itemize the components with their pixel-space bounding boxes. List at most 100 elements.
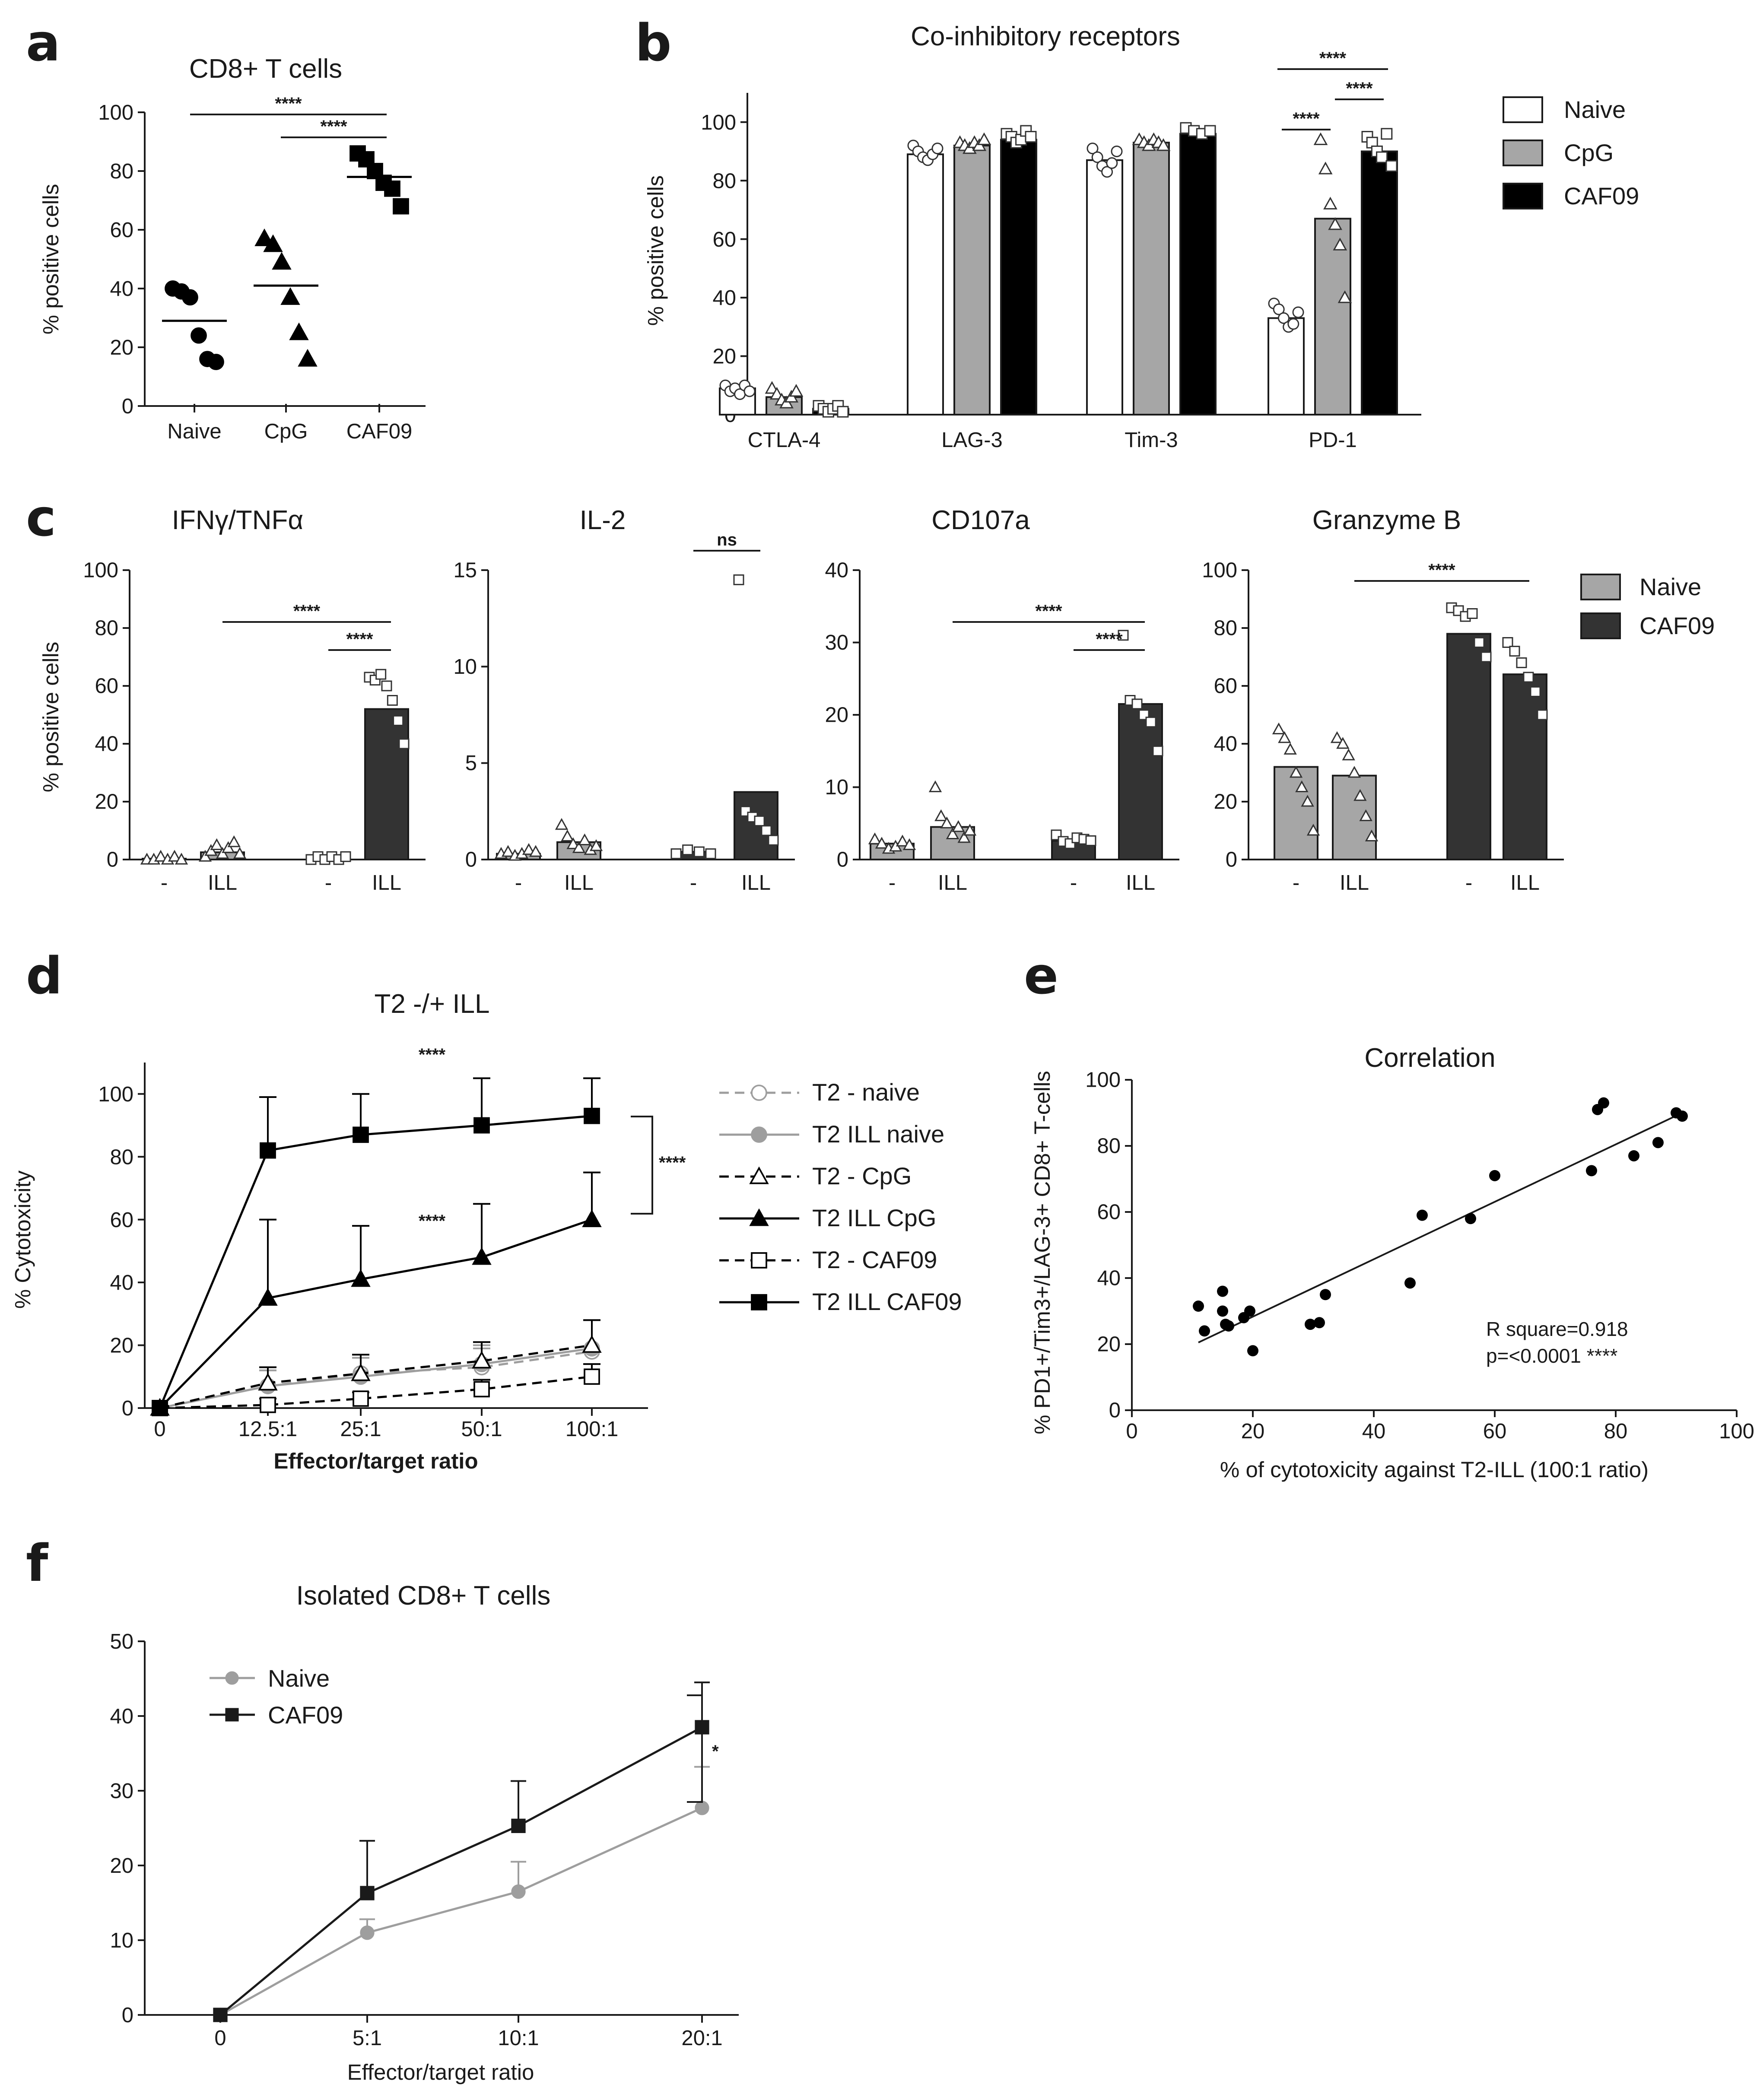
panel-d-legend-t2-naive-marker: [751, 1085, 767, 1101]
panel-c1-y-tick-label: 20: [95, 790, 118, 813]
panel-b-legend-swatch-caf09: [1503, 183, 1543, 209]
panel-c4-point: [1353, 789, 1367, 801]
panel-d-legend-t2-ill-naive-marker: [751, 1126, 767, 1143]
panel-a-point-cpg: [263, 234, 283, 252]
panel-f-y-tick-label: 30: [110, 1780, 133, 1803]
panel-c4-point: [1480, 651, 1492, 663]
panel-c4-y-tick-label: 100: [1202, 558, 1237, 582]
panel-e-point: [1244, 1305, 1255, 1317]
panel-b-point-naive: [1292, 306, 1304, 318]
panel-b-bar-naive: [1086, 159, 1123, 416]
panel-b-point-naive: [1287, 318, 1299, 330]
panel-c4-sig-0-label: ****: [1428, 561, 1455, 580]
panel-a-x-tick-label: CpG: [264, 420, 308, 443]
panel-b-bar-cpg: [1314, 218, 1351, 416]
panel-e-y-tick-label: 60: [1097, 1200, 1121, 1224]
panel-c2-point: [578, 833, 591, 845]
panel-c-letter: c: [26, 488, 56, 548]
panel-c3-point: [934, 809, 948, 822]
panel-c1-point: [222, 841, 235, 853]
panel-c2-point: [705, 848, 716, 860]
panel-a-sig-cpg-caf09-label: ****: [320, 117, 347, 136]
panel-a-letter: a: [26, 13, 60, 73]
panel-c2-point: [754, 815, 765, 827]
panel-b-point-naive: [931, 143, 944, 155]
panel-c1-point: [168, 850, 181, 862]
panel-f-x-tick-label: 0: [214, 2027, 226, 2050]
panel-b-point-caf09: [1204, 125, 1216, 137]
panel-f-sig-bracket: *: [712, 1742, 719, 1761]
panel-d-y-tick-label: 20: [110, 1334, 133, 1358]
panel-d-series-t2-cpg-point: [472, 1351, 492, 1369]
panel-c1-point: [175, 853, 188, 865]
panel-e-point: [1305, 1319, 1316, 1330]
panel-c4-x-tick-label: ILL: [1510, 871, 1540, 895]
panel-d-series-t2-caf09-point: [584, 1368, 600, 1385]
panel-b-bar-caf09: [1361, 150, 1398, 416]
panel-b: bCo-inhibitory receptors020406080100% po…: [635, 13, 1639, 452]
panel-c3-x-tick-label: -: [889, 871, 896, 895]
panel-c1-point: [216, 847, 229, 859]
panel-e-point: [1314, 1317, 1325, 1329]
panel-b-y-tick-label: 40: [712, 286, 736, 310]
panel-d-series-t2-ill-cpg-point: [351, 1269, 371, 1287]
panel-a-point-cpg: [272, 252, 292, 270]
panel-c3-bar: [1118, 703, 1163, 860]
panel-c4-point: [1347, 766, 1361, 778]
panel-c3-x-tick-label: ILL: [1126, 871, 1155, 895]
panel-c2-y-tick-label: 0: [465, 848, 477, 871]
panel-c1-point: [387, 695, 398, 706]
panel-c4-point: [1516, 657, 1527, 668]
panel-a-sig-naive-caf09-label: ****: [275, 94, 302, 113]
panel-b-legend-label-cpg: CpG: [1564, 139, 1614, 166]
panel-d-legend-t2-ill-caf09-marker: [751, 1294, 767, 1310]
panel-e-y-tick-label: 20: [1097, 1332, 1121, 1356]
panel-c2-x-tick-label: -: [515, 871, 522, 895]
panel-d-bracket: [631, 1116, 653, 1215]
panel-f-x-label: Effector/target ratio: [347, 2060, 534, 2084]
panel-d-series-t2-caf09-line: [159, 1375, 592, 1409]
panel-c1-point: [393, 715, 404, 726]
panel-d-legend-t2-caf09-marker: [751, 1252, 767, 1269]
panel-c3-point: [940, 816, 953, 828]
panel-c3-y-tick-label: 40: [825, 558, 848, 582]
panel-c1-point: [227, 835, 241, 847]
panel-b-x-tick-label: PD-1: [1309, 428, 1357, 452]
panel-d-letter: d: [26, 946, 62, 1006]
panel-d-series-t2-ill-caf09-point: [584, 1107, 600, 1124]
panel-c4-y-tick-label: 40: [1214, 732, 1237, 755]
panel-d-series-t2-ill-cpg-point: [258, 1288, 278, 1306]
panel-e-point: [1223, 1320, 1234, 1332]
panel-c1-title: IFNγ/TNFα: [172, 505, 303, 535]
panel-c2-point: [561, 829, 574, 842]
panel-b-legend-label-caf09: CAF09: [1564, 182, 1639, 209]
panel-f-y-tick-label: 50: [110, 1630, 133, 1653]
panel-b-point-naive: [1111, 145, 1123, 157]
panel-e-point: [1193, 1301, 1204, 1312]
panel-c4-y-tick-label: 0: [1226, 848, 1237, 871]
panel-c2-point: [566, 837, 580, 849]
panel-e-x-tick-label: 60: [1483, 1420, 1507, 1443]
panel-c1-sig-1-label: ****: [346, 630, 373, 649]
panel-b-point-caf09: [1385, 160, 1398, 172]
panel-c4-title: Granzyme B: [1312, 505, 1461, 535]
panel-c4-point: [1474, 637, 1485, 648]
panel-b-title: Co-inhibitory receptors: [911, 22, 1180, 51]
panel-c1-x-tick-label: -: [161, 871, 168, 895]
panel-c3-x-tick-label: ILL: [938, 871, 967, 895]
panel-c1-point: [340, 851, 351, 862]
panel-e-point: [1598, 1097, 1609, 1109]
panel-c1-y-tick-label: 60: [95, 674, 118, 698]
panel-b-y-tick-label: 80: [712, 169, 736, 193]
panel-f-series-caf09-line: [219, 1726, 703, 2016]
panel-f-legend-naive-marker: [225, 1671, 239, 1685]
panel-d-y-tick-label: 100: [98, 1083, 133, 1106]
panel-d-x-tick-label: 12.5:1: [238, 1418, 297, 1441]
panel-c3-point: [928, 780, 942, 793]
panel-b-bar-cpg: [1133, 142, 1170, 416]
panel-d-x-tick-label: 25:1: [340, 1418, 381, 1441]
panel-d-title: T2 -/+ ILL: [374, 989, 489, 1019]
panel-d-series-t2-ill-cpg-point: [582, 1209, 602, 1228]
panel-a: a CD8+ T cells 0 20 40 60 80 100 % positive cell…: [26, 13, 426, 443]
panel-e-y-tick-label: 80: [1097, 1134, 1121, 1158]
